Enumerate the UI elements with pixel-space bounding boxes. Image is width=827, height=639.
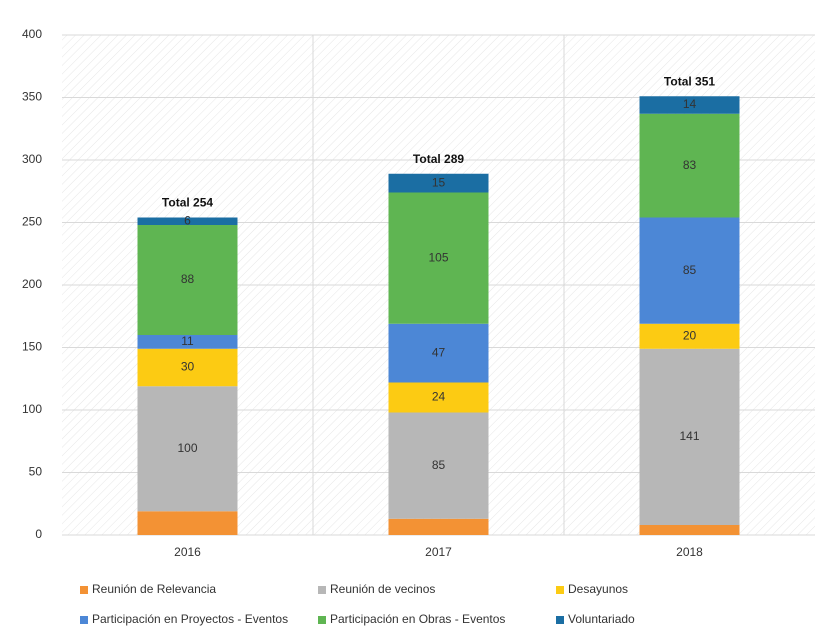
value-label: 88 [181,272,195,286]
total-label: Total 254 [162,196,213,210]
y-tick-label: 150 [22,340,42,354]
legend-label: Desayunos [568,582,628,596]
bar-segment [388,382,489,413]
bar-segment [639,348,740,525]
value-label: 15 [432,175,446,189]
bar-segment [137,335,238,349]
bar-segment [388,518,489,535]
bar-segment [388,173,489,193]
x-tick-label: 2018 [676,545,703,559]
legend-swatch [318,616,326,624]
legend-label: Reunión de vecinos [330,582,435,596]
x-tick-label: 2017 [425,545,452,559]
legend-label: Reunión de Relevancia [92,582,216,596]
bar-segment [137,225,238,335]
bar-segment [388,412,489,519]
value-label: 20 [683,328,697,342]
value-label: 47 [432,345,446,359]
legend-label: Voluntariado [568,612,635,626]
y-tick-label: 400 [22,27,42,41]
total-label: Total 289 [413,152,464,166]
y-tick-label: 100 [22,402,42,416]
legend-swatch [556,616,564,624]
value-label: 83 [683,158,697,172]
value-label: 105 [428,250,448,264]
y-tick-label: 200 [22,277,42,291]
legend-swatch [556,586,564,594]
value-label: 11 [181,334,194,348]
bar-segment [639,323,740,349]
value-label: 85 [432,458,446,472]
total-label: Total 351 [664,74,715,88]
value-label: 100 [177,441,197,455]
y-tick-label: 0 [35,527,42,541]
bar-segment [137,217,238,225]
legend-label: Participación en Proyectos - Eventos [92,612,288,626]
bar-segment [639,217,740,324]
bar-segment [137,386,238,512]
value-label: 85 [683,263,697,277]
bar-segment [639,96,740,114]
y-tick-label: 50 [29,465,43,479]
legend-swatch [80,616,88,624]
bar-segment [388,323,489,383]
bar-segment [137,348,238,387]
value-label: 24 [432,390,446,404]
value-label: 30 [181,360,195,374]
value-label: 141 [679,429,699,443]
y-tick-label: 350 [22,90,42,104]
y-tick-label: 300 [22,152,42,166]
legend-swatch [318,586,326,594]
bar-segment [137,511,238,535]
legend-label: Participación en Obras - Eventos [330,612,505,626]
y-tick-label: 250 [22,215,42,229]
x-tick-label: 2016 [174,545,201,559]
bar-segment [388,192,489,324]
value-label: 6 [184,213,191,227]
bar-segment [639,525,740,535]
bar-segment [639,113,740,218]
value-label: 14 [683,97,697,111]
legend-swatch [80,586,88,594]
